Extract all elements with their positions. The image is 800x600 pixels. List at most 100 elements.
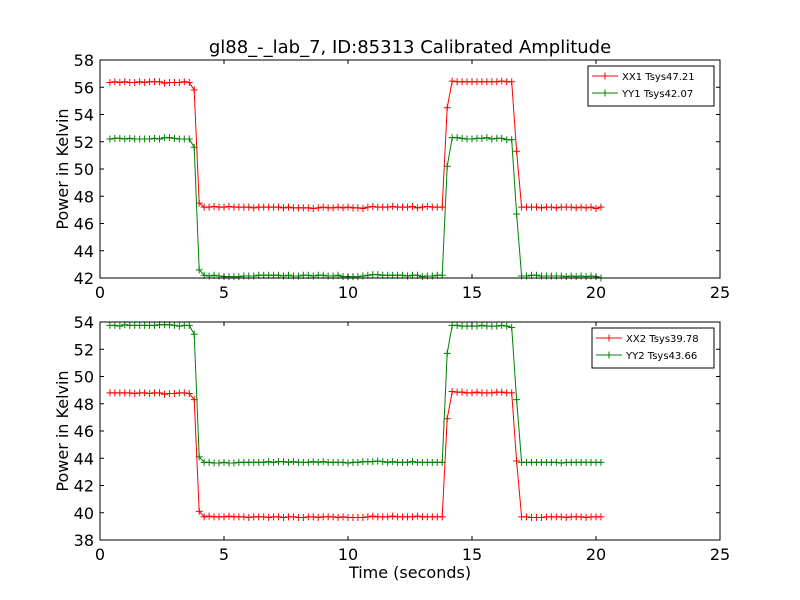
series-line: [109, 324, 601, 464]
data-point-marker: [597, 513, 605, 521]
series-2: [106, 321, 605, 467]
data-point-marker: [354, 273, 362, 281]
data-point-marker: [597, 458, 605, 466]
y-tick-label: 50: [74, 160, 94, 179]
data-point-marker: [488, 135, 496, 143]
series-line: [109, 80, 602, 210]
data-point-marker: [175, 322, 183, 330]
legend-marker: [601, 72, 609, 80]
data-point-marker: [389, 458, 397, 466]
data-point-marker: [458, 388, 466, 396]
data-point-marker: [577, 513, 585, 521]
data-point-marker: [284, 203, 292, 211]
data-point-marker: [359, 205, 367, 213]
data-point-marker: [344, 459, 352, 467]
data-point-marker: [359, 514, 367, 522]
data-point-marker: [195, 453, 203, 461]
y-tick-label: 38: [74, 531, 94, 550]
legend-marker: [605, 351, 613, 359]
y-tick-label: 52: [74, 340, 94, 359]
data-point-marker: [339, 513, 347, 521]
data-point-marker: [215, 459, 223, 467]
series-1: [106, 387, 605, 522]
series-2: [106, 134, 605, 282]
data-point-marker: [185, 321, 193, 329]
data-point-marker: [146, 390, 154, 398]
data-point-marker: [205, 512, 213, 520]
data-point-marker: [513, 457, 521, 465]
data-point-marker: [195, 266, 203, 274]
data-point-marker: [156, 389, 164, 397]
data-point-marker: [552, 458, 560, 466]
data-point-marker: [245, 514, 253, 522]
data-point-marker: [389, 202, 397, 210]
plot-panel-1: 0 5 10 15 20 25 42 44 46 48 50 52 54 56 58 Power in Kel…: [53, 51, 730, 302]
data-point-marker: [250, 204, 258, 212]
data-point-marker: [131, 390, 139, 398]
x-tick-label: 25: [710, 283, 730, 302]
y-tick-label: 56: [74, 78, 94, 97]
data-point-marker: [379, 458, 387, 466]
data-point-marker: [384, 513, 392, 521]
data-point-marker: [468, 389, 476, 397]
data-point-marker: [567, 203, 575, 211]
data-point-marker: [577, 203, 585, 211]
data-point-marker: [354, 204, 362, 212]
data-point-marker: [175, 78, 183, 86]
data-point-marker: [309, 458, 317, 466]
data-point-marker: [126, 389, 134, 397]
data-point-marker: [582, 514, 590, 522]
data-point-marker: [389, 512, 397, 520]
data-point-marker: [453, 321, 461, 329]
data-point-marker: [523, 513, 531, 521]
data-point-marker: [136, 78, 144, 86]
legend-entry: XX2 Tsys39.78: [626, 334, 699, 345]
y-tick-label: 40: [74, 504, 94, 523]
data-point-marker: [260, 458, 268, 466]
data-point-marker: [126, 134, 134, 142]
data-point-marker: [503, 322, 511, 330]
data-point-marker: [508, 389, 516, 397]
data-point-marker: [547, 203, 555, 211]
data-point-marker: [339, 204, 347, 212]
legend-marker: [601, 89, 609, 97]
data-point-marker: [384, 203, 392, 211]
data-point-marker: [408, 202, 416, 210]
data-point-marker: [205, 203, 213, 211]
legend-entry: YY1 Tsys42.07: [621, 89, 693, 100]
data-point-marker: [513, 396, 521, 404]
data-point-marker: [156, 78, 164, 86]
data-point-marker: [289, 513, 297, 521]
data-point-marker: [121, 135, 129, 143]
data-point-marker: [319, 458, 327, 466]
data-point-marker: [443, 415, 451, 423]
data-point-marker: [408, 458, 416, 466]
legend: XX1 Tsys47.21 YY1 Tsys42.07: [587, 65, 715, 107]
x-tick-label: 25: [710, 545, 730, 564]
data-point-marker: [185, 135, 193, 143]
x-tick-label: 10: [338, 283, 358, 302]
y-tick-label: 46: [74, 422, 94, 441]
data-point-marker: [418, 203, 426, 211]
data-point-marker: [443, 162, 451, 170]
data-point-marker: [309, 513, 317, 521]
data-point-marker: [270, 458, 278, 466]
x-tick-label: 20: [586, 283, 606, 302]
data-point-marker: [418, 273, 426, 281]
data-point-marker: [275, 203, 283, 211]
data-point-marker: [160, 390, 168, 398]
data-point-marker: [508, 323, 516, 331]
y-tick-label: 48: [74, 395, 94, 414]
y-tick-label: 54: [74, 313, 94, 332]
data-point-marker: [562, 273, 570, 281]
data-point-marker: [582, 204, 590, 212]
data-point-marker: [304, 458, 312, 466]
x-tick-label: 15: [462, 545, 482, 564]
plot-panel-2: 0 5 10 15 20 25 38 40 42 44 46 48 50 52 54 Power in Kel…: [53, 313, 730, 582]
data-point-marker: [146, 135, 154, 143]
data-point-marker: [513, 210, 521, 218]
data-point-marker: [265, 458, 273, 466]
data-point-marker: [225, 512, 233, 520]
data-point-marker: [513, 147, 521, 155]
data-point-marker: [339, 458, 347, 466]
